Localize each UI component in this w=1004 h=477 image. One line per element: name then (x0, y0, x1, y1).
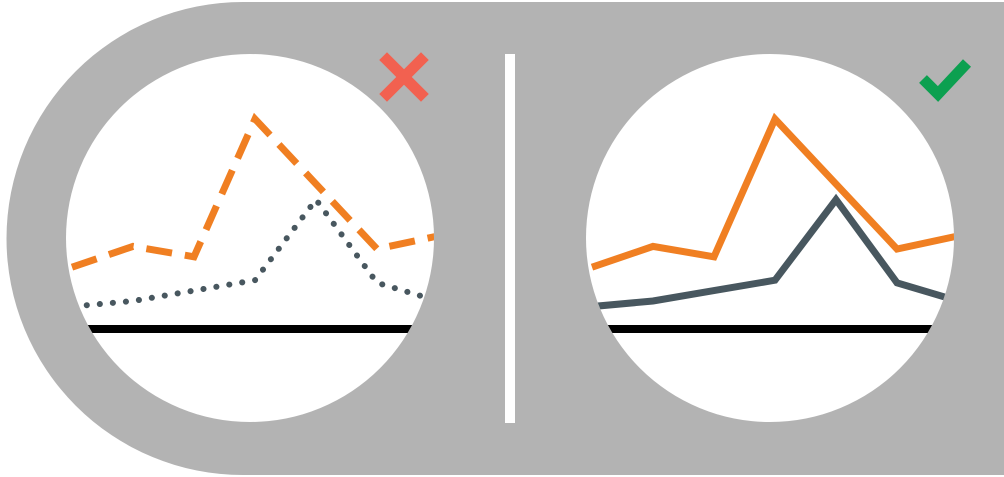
orange-series-line (70, 112, 434, 271)
chart-circle (66, 54, 434, 422)
cross-icon (379, 52, 429, 102)
chart-plot-area (66, 112, 434, 333)
right-example-panel (586, 54, 972, 422)
orange-series-line (590, 112, 954, 271)
slate-series-line (66, 194, 434, 312)
check-icon (919, 59, 972, 102)
wrong-example-panel (66, 52, 434, 422)
chart-circle (586, 54, 954, 422)
